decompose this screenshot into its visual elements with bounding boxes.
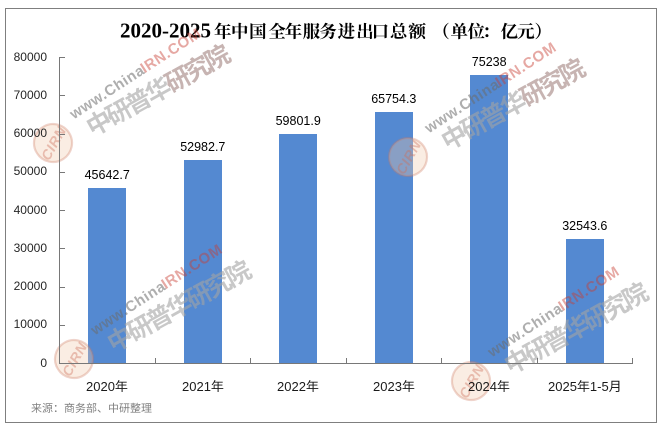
svg-text:2021: 2021 bbox=[182, 379, 211, 394]
svg-text:1-5: 1-5 bbox=[590, 379, 609, 394]
svg-text:2020-2025: 2020-2025 bbox=[120, 19, 211, 43]
svg-text:2022: 2022 bbox=[277, 379, 306, 394]
svg-text:2023: 2023 bbox=[373, 379, 402, 394]
svg-text:2024: 2024 bbox=[468, 379, 497, 394]
svg-text:2025: 2025 bbox=[548, 379, 577, 394]
svg-text:2020: 2020 bbox=[86, 379, 115, 394]
